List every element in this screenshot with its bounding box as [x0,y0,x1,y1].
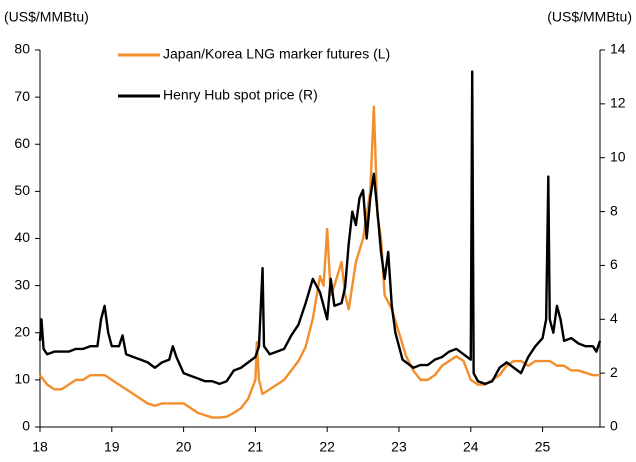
x-tick-label: 18 [32,439,48,455]
x-tick-label: 25 [535,439,551,455]
series-line [39,105,600,419]
x-tick-label: 20 [176,439,192,455]
y2-tick-label: 12 [610,95,626,111]
y2-tick-label: 14 [610,41,626,57]
x-tick-label: 23 [391,439,407,455]
y-tick-label: 40 [14,229,30,245]
legend-label: Henry Hub spot price (R) [163,87,318,103]
y2-axis-label: (US$/MMBtu) [547,9,632,25]
y-tick-label: 10 [14,371,30,387]
x-tick-label: 22 [319,439,335,455]
y-tick-label: 70 [14,88,30,104]
series-line [38,70,602,386]
y-tick-label: 30 [14,276,30,292]
y2-tick-label: 4 [610,310,618,326]
y-tick-label: 60 [14,135,30,151]
x-tick-label: 21 [248,439,264,455]
y-tick-label: 50 [14,182,30,198]
y2-tick-label: 10 [610,148,626,164]
y-tick-label: 80 [14,41,30,57]
legend-label: Japan/Korea LNG marker futures (L) [163,46,390,62]
y-axis-label: (US$/MMBtu) [4,9,89,25]
y2-tick-label: 0 [610,418,618,434]
y-tick-label: 0 [22,418,30,434]
y2-tick-label: 2 [610,364,618,380]
y-tick-label: 20 [14,323,30,339]
y2-tick-label: 6 [610,256,618,272]
x-tick-label: 24 [463,439,479,455]
y2-tick-label: 8 [610,202,618,218]
x-tick-label: 19 [104,439,120,455]
